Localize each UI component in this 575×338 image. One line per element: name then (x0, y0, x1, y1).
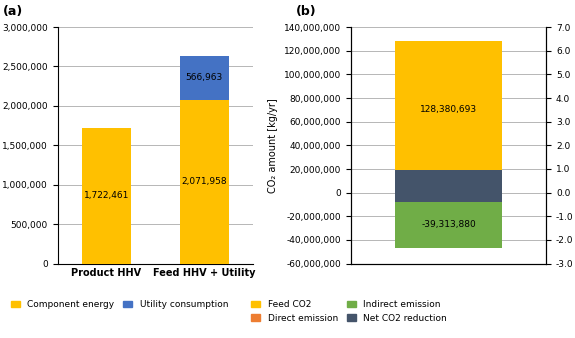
Text: 2,071,958: 2,071,958 (181, 177, 227, 187)
Text: 1,722,461: 1,722,461 (84, 191, 129, 200)
Text: (b): (b) (296, 5, 317, 18)
Bar (394, 41, 503, 193)
Text: 128,380,693: 128,380,693 (420, 105, 477, 114)
Text: 0.942: 0.942 (433, 181, 464, 191)
Legend: Feed CO2, Direct emission, Indirect emission, Net CO2 reduction: Feed CO2, Direct emission, Indirect emis… (248, 296, 450, 326)
Bar (394, 193, 503, 202)
Text: (a): (a) (3, 5, 23, 18)
Bar (179, 55, 229, 100)
Text: -7,649,935: -7,649,935 (434, 190, 483, 198)
Bar (394, 170, 503, 202)
Bar (394, 202, 503, 248)
Text: 566,963: 566,963 (186, 73, 223, 82)
Bar (82, 128, 131, 264)
Bar (179, 100, 229, 264)
Legend: Component energy, Utility consumption: Component energy, Utility consumption (7, 296, 232, 313)
Y-axis label: CO₂ amount [kg/yr]: CO₂ amount [kg/yr] (268, 98, 278, 193)
Text: -39,313,880: -39,313,880 (421, 220, 476, 230)
